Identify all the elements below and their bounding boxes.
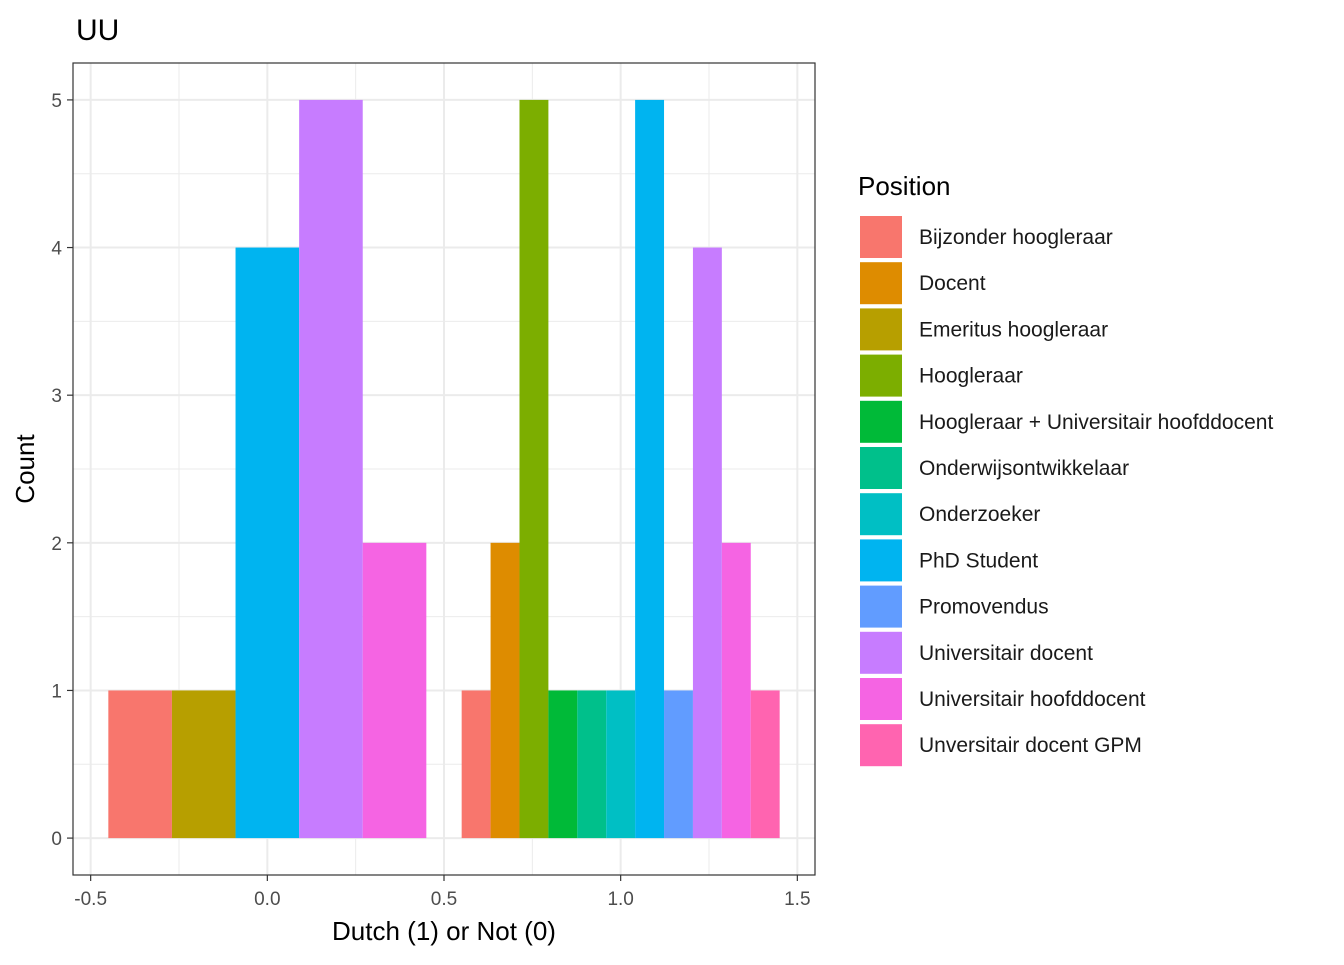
- legend-swatch: [860, 447, 902, 489]
- legend-items: Bijzonder hoogleraar Docent Emeritus hoogl…: [860, 216, 1273, 767]
- y-tick-label: 0: [51, 829, 62, 850]
- legend-item: Unversitair docent GPM: [860, 724, 1142, 767]
- bar: [577, 690, 607, 839]
- bar: [692, 247, 722, 839]
- y-tick-label: 3: [51, 386, 62, 407]
- legend-label: Universitair hoofddocent: [919, 688, 1146, 711]
- legend: Position Bijzonder hoogleraar Docent Emeri…: [858, 171, 1273, 767]
- y-tick-label: 4: [51, 239, 62, 260]
- legend-item: Hoogleraar: [860, 354, 1023, 397]
- legend-label: Hoogleraar: [919, 365, 1023, 388]
- bar: [606, 690, 636, 839]
- legend-item: Docent: [860, 262, 986, 305]
- legend-label: PhD Student: [919, 549, 1038, 572]
- legend-item: Universitair docent: [860, 631, 1093, 674]
- legend-swatch: [860, 262, 902, 305]
- y-axis-title: Count: [10, 434, 40, 504]
- y-tick-label: 1: [51, 681, 62, 702]
- bars-layer: [108, 99, 780, 839]
- bar: [519, 99, 549, 839]
- chart-title: UU: [76, 14, 119, 47]
- legend-swatch: [860, 493, 902, 536]
- legend-item: Promovendus: [860, 585, 1049, 628]
- legend-label: Unversitair docent GPM: [919, 734, 1142, 757]
- legend-label: Onderwijsontwikkelaar: [919, 457, 1129, 480]
- bar: [548, 690, 578, 839]
- legend-swatch: [860, 400, 902, 443]
- legend-swatch: [860, 678, 902, 720]
- x-tick-label: 1.0: [607, 889, 633, 910]
- bar: [490, 542, 520, 839]
- bar: [635, 99, 665, 839]
- legend-item: Emeritus hoogleraar: [860, 308, 1108, 351]
- bar: [108, 690, 172, 839]
- legend-label: Emeritus hoogleraar: [919, 318, 1108, 341]
- y-tick-label: 2: [51, 534, 62, 555]
- x-tick-label: 0.5: [431, 889, 457, 910]
- bar: [721, 542, 751, 839]
- axis-layer: -0.5 0.0 0.5 1.0 1.5 0 1 2 3 4 5: [51, 91, 810, 910]
- legend-label: Promovendus: [919, 596, 1049, 619]
- legend-swatch: [860, 724, 902, 767]
- legend-label: Universitair docent: [919, 642, 1093, 665]
- x-tick-label: 0.0: [254, 889, 280, 910]
- bar: [235, 247, 300, 839]
- legend-label: Docent: [919, 272, 986, 295]
- legend-swatch: [860, 308, 902, 351]
- bar: [299, 99, 363, 839]
- y-tick-label: 5: [51, 91, 62, 112]
- legend-swatch: [860, 216, 902, 258]
- legend-item: Onderzoeker: [860, 493, 1040, 536]
- legend-swatch: [860, 585, 902, 628]
- bar: [171, 690, 236, 839]
- legend-title: Position: [858, 171, 951, 201]
- legend-swatch: [860, 539, 902, 582]
- bar: [362, 542, 427, 839]
- legend-label: Hoogleraar + Universitair hoofddocent: [919, 411, 1273, 434]
- bar: [461, 690, 491, 839]
- legend-item: Bijzonder hoogleraar: [860, 216, 1113, 258]
- legend-swatch: [860, 354, 902, 397]
- bar: [750, 690, 780, 839]
- legend-item: Universitair hoofddocent: [860, 678, 1146, 720]
- legend-label: Bijzonder hoogleraar: [919, 226, 1113, 249]
- legend-item: Hoogleraar + Universitair hoofddocent: [860, 400, 1273, 443]
- legend-label: Onderzoeker: [919, 503, 1040, 526]
- x-tick-label: -0.5: [74, 889, 107, 910]
- x-axis-title: Dutch (1) or Not (0): [332, 916, 556, 946]
- bar: [664, 690, 693, 839]
- legend-item: PhD Student: [860, 539, 1038, 582]
- x-tick-label: 1.5: [784, 889, 810, 910]
- legend-item: Onderwijsontwikkelaar: [860, 447, 1129, 489]
- legend-swatch: [860, 631, 902, 674]
